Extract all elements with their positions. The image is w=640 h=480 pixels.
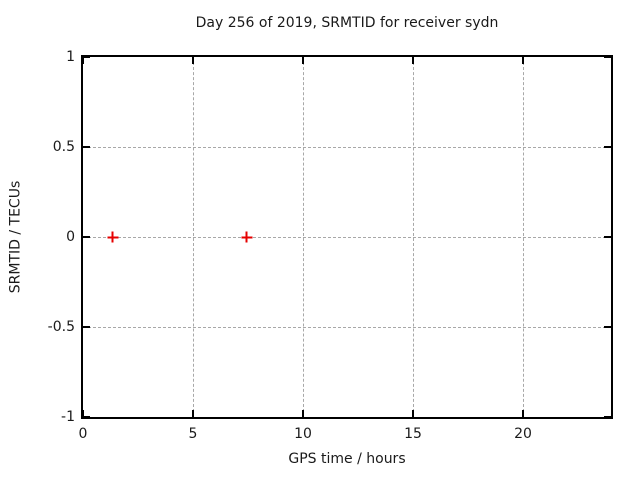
x-tick-top bbox=[412, 57, 414, 64]
x-tick-label: 15 bbox=[404, 426, 422, 442]
x-tick-bottom bbox=[412, 410, 414, 417]
plot-area bbox=[81, 55, 613, 419]
y-tick-left bbox=[83, 146, 90, 148]
y-tick-right bbox=[604, 416, 611, 418]
gridline-y bbox=[83, 146, 611, 148]
chart-title: Day 256 of 2019, SRMTID for receiver syd… bbox=[195, 15, 499, 31]
gridline-y bbox=[83, 236, 611, 238]
y-tick-left bbox=[83, 236, 90, 238]
x-tick-top bbox=[522, 57, 524, 64]
data-point-marker bbox=[241, 231, 253, 243]
y-tick-label: 0.5 bbox=[52, 139, 75, 155]
y-tick-right bbox=[604, 56, 611, 58]
y-tick-left bbox=[83, 56, 90, 58]
y-tick-right bbox=[604, 326, 611, 328]
x-axis-label: GPS time / hours bbox=[288, 451, 406, 467]
x-tick-top bbox=[302, 57, 304, 64]
x-tick-top bbox=[192, 57, 194, 64]
data-point-marker bbox=[107, 231, 119, 243]
y-tick-right bbox=[604, 146, 611, 148]
y-tick-label: 0 bbox=[66, 229, 75, 245]
x-tick-bottom bbox=[192, 410, 194, 417]
x-tick-label: 0 bbox=[78, 426, 88, 442]
gridline-y bbox=[83, 326, 611, 328]
x-tick-bottom bbox=[302, 410, 304, 417]
x-tick-label: 5 bbox=[188, 426, 198, 442]
x-tick-top bbox=[82, 57, 84, 64]
y-tick-right bbox=[604, 236, 611, 238]
x-tick-bottom bbox=[82, 410, 84, 417]
y-tick-label: -0.5 bbox=[47, 319, 75, 335]
y-tick-label: -1 bbox=[61, 409, 75, 425]
y-tick-label: 1 bbox=[66, 49, 75, 65]
y-tick-left bbox=[83, 326, 90, 328]
x-tick-bottom bbox=[522, 410, 524, 417]
x-tick-label: 20 bbox=[514, 426, 532, 442]
x-tick-label: 10 bbox=[294, 426, 312, 442]
y-tick-left bbox=[83, 416, 90, 418]
